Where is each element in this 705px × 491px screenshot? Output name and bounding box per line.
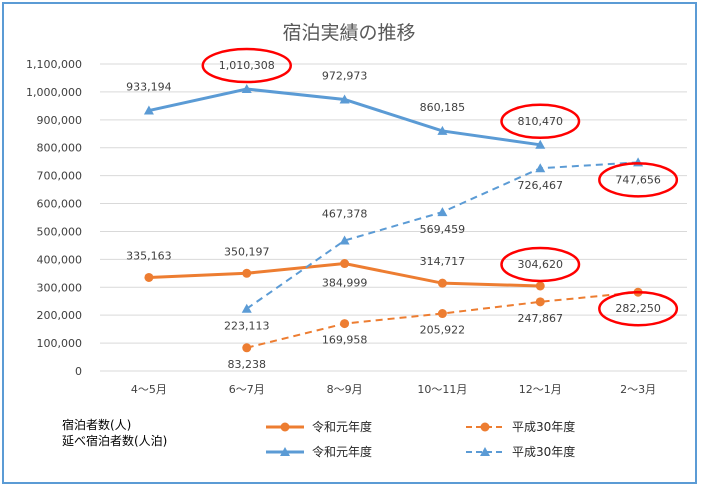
series-line-b [246, 291, 639, 349]
legend-group-guest-nights: 延べ宿泊者数(人泊) [62, 433, 167, 448]
legend-marker-a [280, 422, 290, 432]
x-axis: 4～5月 6～7月 8～9月 10～11月 12～1月 2～3月 [131, 383, 656, 396]
data-point-d [339, 235, 350, 245]
data-label: 314,717 [420, 255, 466, 268]
highlight-circle [500, 103, 581, 140]
x-tick-label: 12～1月 [519, 383, 562, 396]
legend-marker-d [480, 447, 490, 456]
chart-title: 宿泊実績の推移 [282, 22, 415, 44]
data-label: 747,656 [615, 173, 661, 186]
data-label: 860,185 [420, 101, 466, 114]
data-point-c [535, 139, 546, 149]
data-label: 467,378 [322, 208, 368, 221]
data-point-b [535, 297, 545, 307]
data-label: 972,973 [322, 69, 368, 82]
y-tick-label: 0 [75, 365, 82, 378]
highlight-circles [201, 47, 679, 327]
legend-marker-b [480, 422, 490, 432]
x-tick-label: 2～3月 [620, 383, 656, 396]
x-tick-label: 4～5月 [131, 383, 167, 396]
highlight-circle [500, 246, 581, 283]
highlight-circle [598, 290, 679, 327]
data-label: 810,470 [518, 115, 564, 128]
data-labels: 335,163 350,197 384,999 314,717 304,620 83,23… [126, 59, 661, 371]
y-tick-label: 500,000 [37, 225, 83, 238]
data-point-d [437, 207, 448, 217]
y-tick-label: 1,100,000 [26, 58, 82, 71]
data-label: 726,467 [518, 179, 564, 192]
x-tick-label: 8～9月 [327, 383, 363, 396]
highlight-circle [598, 162, 679, 198]
data-label: 350,197 [224, 245, 270, 258]
y-tick-label: 900,000 [37, 114, 83, 127]
data-point-a [144, 272, 154, 282]
data-point-b [242, 343, 252, 353]
data-label: 933,194 [126, 81, 172, 94]
gridlines [100, 63, 687, 372]
data-label: 169,958 [322, 334, 368, 347]
legend-group-guests: 宿泊者数(人) [62, 417, 131, 432]
data-point-c [143, 105, 154, 115]
data-point-d [535, 163, 546, 173]
y-tick-label: 800,000 [37, 142, 83, 155]
y-axis: 0 100,000 200,000 300,000 400,000 500,000 600,… [26, 58, 82, 378]
y-tick-label: 100,000 [37, 337, 83, 350]
highlight-circle [201, 47, 292, 84]
data-label: 384,999 [322, 277, 368, 290]
data-label: 1,010,308 [219, 59, 275, 72]
data-label: 205,922 [420, 324, 466, 337]
y-tick-label: 400,000 [37, 253, 83, 266]
plot-area [143, 84, 644, 353]
data-label: 304,620 [518, 258, 564, 271]
x-tick-label: 10～11月 [417, 383, 467, 396]
data-label: 569,459 [420, 223, 466, 236]
data-point-b [340, 319, 350, 329]
data-point-c [437, 125, 448, 135]
legend-label-a: 令和元年度 [312, 419, 372, 434]
y-tick-label: 700,000 [37, 170, 83, 183]
data-point-a [340, 259, 350, 269]
data-label: 247,867 [518, 312, 564, 325]
data-point-a [242, 268, 252, 278]
data-point-d [241, 303, 252, 313]
legend-label-c: 令和元年度 [312, 444, 372, 459]
data-point-c [241, 84, 252, 94]
data-point-a [437, 278, 447, 288]
data-label: 83,238 [228, 358, 267, 371]
legend-marker-c [280, 447, 290, 456]
data-label: 335,163 [126, 249, 172, 262]
data-label: 223,113 [224, 320, 270, 333]
line-chart: 宿泊実績の推移 0 100,000 200,000 300,000 400,000 500… [26, 22, 687, 459]
data-point-a [535, 281, 545, 291]
chart-frame: 宿泊実績の推移 0 100,000 200,000 300,000 400,000 500… [2, 2, 697, 484]
y-tick-label: 200,000 [37, 309, 83, 322]
data-point-b [437, 309, 447, 319]
legend-label-d: 平成30年度 [512, 444, 575, 459]
legend-label-b: 平成30年度 [512, 419, 575, 434]
data-point-c [339, 94, 350, 104]
y-tick-label: 600,000 [37, 198, 83, 211]
y-tick-label: 300,000 [37, 281, 83, 294]
y-tick-label: 1,000,000 [26, 86, 82, 99]
data-label: 282,250 [615, 302, 661, 315]
x-tick-label: 6～7月 [229, 383, 265, 396]
